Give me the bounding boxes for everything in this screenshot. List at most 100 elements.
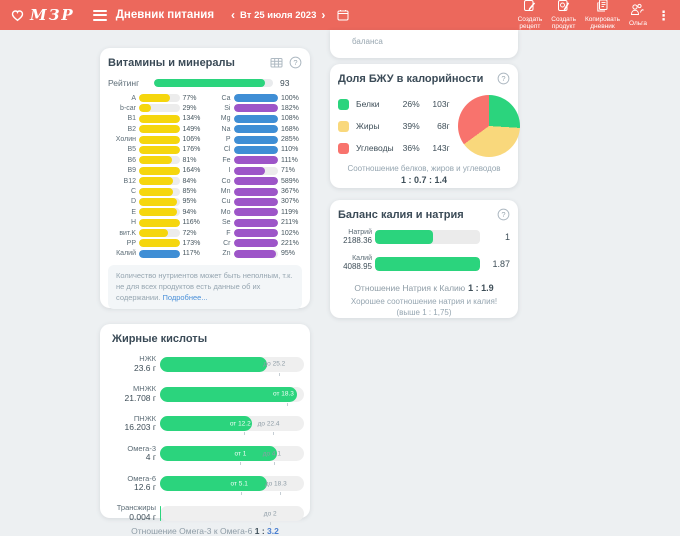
vitamin-percent: 116% [182,219,200,227]
user-profile-button[interactable]: Ольга [629,3,647,27]
legend-color-swatch [338,120,349,132]
vitamin-bar [233,197,278,206]
rating-bar [154,79,273,87]
vitamin-percent: 81% [182,156,197,164]
vitamin-bar [233,145,278,154]
vitamin-label: Mo [220,208,231,216]
legend-label: Углеводы [356,143,394,153]
vitamin-bar [233,208,278,217]
vitamin-row: B12 84% [108,177,202,186]
vitamin-bar [233,114,278,123]
vitamin-bar [139,135,180,144]
page-title: Дневник питания [115,9,215,21]
legend-percent: 36% [402,143,420,153]
create-recipe-button[interactable]: Создать рецепт [518,0,542,31]
vitamin-bar [233,239,278,248]
svg-text:?: ? [293,58,297,67]
vitamin-percent: 285% [281,136,299,144]
fatty-bar: до 2 [160,506,304,526]
vitamin-label: P [225,136,231,144]
vitamin-percent: 94% [182,208,197,216]
vitamin-row: Na 168% [209,125,303,134]
help-icon[interactable]: ? [497,72,510,85]
vitamin-bar [233,104,278,113]
omega-ratio-label: Отношение Омега-3 к Омега-6 [131,525,253,536]
sodium-potassium-ratio: Отношение Натрия к Калию 1 : 1.9 [354,282,494,293]
create-recipe-icon [523,0,536,16]
current-date[interactable]: Вт 25 июля 2023 [240,9,317,21]
fatty-card-title: Жирные кислоты [112,333,208,345]
vitamin-percent: 307% [281,198,299,206]
fatty-bar-threshold-label: от 1 [234,450,247,458]
vitamin-row: Co 589% [209,177,303,186]
menu-hamburger-icon[interactable] [92,9,107,21]
vitamin-bar [233,156,278,165]
vitamin-bar [139,229,180,238]
help-icon[interactable]: ? [497,208,510,221]
next-day-button[interactable]: › [316,8,330,22]
vitamin-label: b-car [120,104,136,112]
fatty-bar-tick [287,402,289,406]
fatty-bar-threshold-label: до 22.4 [257,420,280,428]
legend-label: Жиры [356,121,380,131]
legend-grams: 103г [432,99,450,109]
fatty-bar: до 25.2 [160,356,304,376]
fatty-bar-tick [278,372,280,376]
create-product-button[interactable]: Создать продукт [551,0,576,31]
vitamin-bar [139,114,180,123]
bju-ratio-value: 1 : 0.7 : 1.4 [400,175,448,185]
legend-color-swatch [338,142,349,154]
legend-grams: 143г [432,143,450,153]
vitamin-bar [139,239,180,248]
vitamin-row: Mn 367% [209,187,303,196]
vitamin-percent: 176% [182,146,201,154]
vitamin-row: E 94% [108,208,202,217]
vitamin-bar [139,187,180,196]
vitamin-label: Cu [221,198,231,206]
app-logo[interactable]: МЗР [10,6,75,24]
fatty-row: Омега-6 12.6 г от 5.1 до 18.3 [106,474,304,496]
ratio-value: 1 : 1.9 [468,282,494,293]
omega-ratio-prefix: 1 : [254,525,265,536]
vitamin-bar [139,208,180,217]
copy-diary-button[interactable]: Копировать дневник [585,0,620,31]
logo-text: МЗР [30,6,75,24]
calendar-icon[interactable] [337,9,349,21]
bju-legend: Белки 26% 103г Жиры 39% 68г Углеводы 36% 143г [338,92,450,159]
fatty-name: НЖК [139,354,156,363]
partial-card-balance: баланса [330,30,518,58]
vitamin-row: F 102% [209,229,303,238]
fatty-bar-tick [241,492,243,496]
prev-day-button[interactable]: ‹ [226,8,240,22]
balance-amount: 4088.95 [343,262,372,272]
vitamin-row: Zn 95% [209,249,303,258]
vitamin-percent: 95% [182,198,197,206]
vitamin-label: Mg [220,115,231,123]
vitamin-label: B12 [123,177,136,185]
vitamin-label: Fe [222,156,231,164]
vitamin-percent: 119% [281,208,299,216]
vitamin-bar [233,125,278,134]
omega-ratio-value: 3.2 [267,525,279,536]
balance-value: 1.87 [492,258,510,269]
legend-label: Белки [356,99,380,109]
table-view-icon[interactable] [270,56,283,69]
vitamin-percent: 85% [182,188,197,196]
vitamin-row: b-car 29% [108,104,202,113]
vitamin-row: Ca 100% [209,94,303,102]
vitamin-bar [233,218,278,227]
fatty-bar-tick [280,492,282,496]
vitamin-row: P 285% [209,135,303,144]
more-options-kebab-icon[interactable]: ⋮ [657,7,670,23]
help-icon[interactable]: ? [289,56,302,69]
vitamin-percent: 71% [281,167,296,175]
fatty-amount: 23.6 г [133,362,156,373]
fatty-bar-threshold-label: до 18.3 [264,480,287,488]
vitamin-percent: 173% [182,239,201,247]
fatty-amount: 16.203 г [124,422,156,433]
more-details-link[interactable]: Подробнее... [162,292,208,302]
vitamin-percent: 29% [182,104,197,112]
vitamin-label: B2 [127,125,136,133]
vitamin-label: B9 [127,167,136,175]
vitamin-label: F [226,229,231,237]
